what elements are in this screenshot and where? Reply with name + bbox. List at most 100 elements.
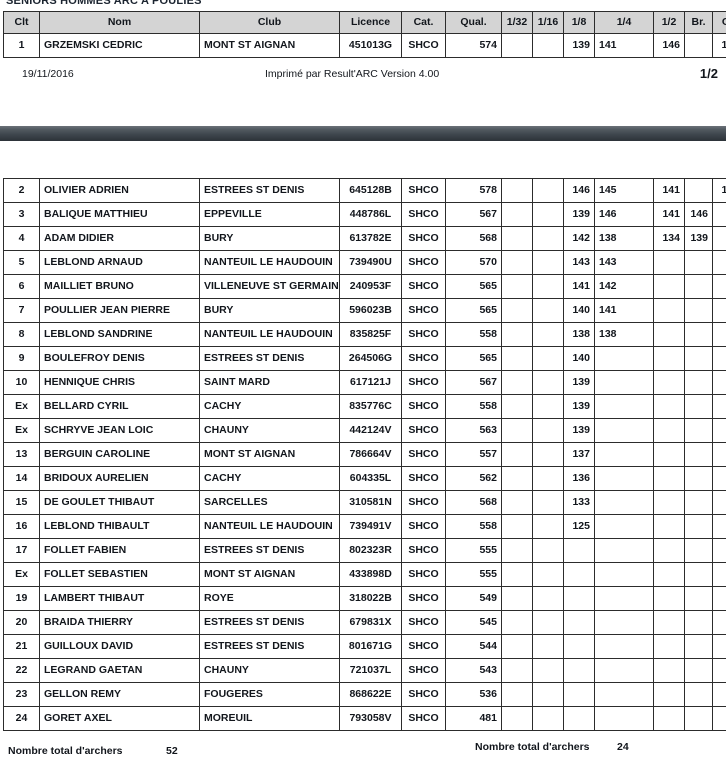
table-row[interactable]: 20 BRAIDA THIERRY ESTREES ST DENIS 679831X S…: [3, 610, 726, 635]
cell-r4: [594, 610, 654, 635]
table-row[interactable]: 16 LEBLOND THIBAULT NANTEUIL LE HAUDOUIN 73…: [3, 514, 726, 539]
cell-cat: SHCO: [401, 490, 446, 515]
cell-r2: 146: [653, 33, 685, 58]
cell-lic: 802323R: [339, 538, 402, 563]
cell-br: [684, 178, 713, 203]
cell-qual: 558: [445, 514, 502, 539]
column-header-r32[interactable]: 1/32: [501, 11, 533, 34]
cell-r16: [532, 610, 564, 635]
table-row[interactable]: Ex BELLARD CYRIL CACHY 835776C SHCO 558 139: [3, 394, 726, 419]
table-row[interactable]: 10 HENNIQUE CHRIS SAINT MARD 617121J SHCO 567…: [3, 370, 726, 395]
cell-br: [684, 370, 713, 395]
column-header-r2[interactable]: 1/2: [653, 11, 685, 34]
cell-r16: [532, 562, 564, 587]
cell-r32: [501, 33, 533, 58]
category-total: Nombre total d'archers 24: [3, 741, 723, 765]
results-table-page-2: 2 OLIVIER ADRIEN ESTREES ST DENIS 645128B SH…: [3, 178, 726, 731]
cell-r8: [563, 706, 595, 731]
page-1-footer: 19/11/2016 Imprimé par Result'ARC Versio…: [3, 66, 723, 98]
cell-or: [712, 370, 726, 395]
cell-r4: [594, 490, 654, 515]
column-header-or[interactable]: Or: [712, 11, 726, 34]
cell-nom: FOLLET FABIEN: [39, 538, 200, 563]
cell-nom: BALIQUE MATTHIEU: [39, 202, 200, 227]
cell-or: [712, 322, 726, 347]
cell-r16: [532, 658, 564, 683]
cell-r16: [532, 33, 564, 58]
table-row[interactable]: Ex SCHRYVE JEAN LOIC CHAUNY 442124V SHCO 563 1…: [3, 418, 726, 443]
cell-cat: SHCO: [401, 394, 446, 419]
column-header-clt[interactable]: Clt: [3, 11, 40, 34]
cell-r4: [594, 634, 654, 659]
column-header-club[interactable]: Club: [199, 11, 340, 34]
cell-br: [684, 562, 713, 587]
table-row[interactable]: 23 GELLON REMY FOUGERES 868622E SHCO 536: [3, 682, 726, 707]
cell-qual: 545: [445, 610, 502, 635]
cell-cat: SHCO: [401, 33, 446, 58]
cell-r32: [501, 226, 533, 251]
cell-r32: [501, 418, 533, 443]
cell-club: BURY: [199, 226, 340, 251]
cell-lic: 793058V: [339, 706, 402, 731]
cell-r16: [532, 586, 564, 611]
table-row[interactable]: 24 GORET AXEL MOREUIL 793058V SHCO 481: [3, 706, 726, 731]
table-row[interactable]: 4 ADAM DIDIER BURY 613782E SHCO 568 142 138 134 1…: [3, 226, 726, 251]
cell-r8: 136: [563, 466, 595, 491]
column-header-br[interactable]: Br.: [684, 11, 713, 34]
cell-cat: SHCO: [401, 442, 446, 467]
cell-r2: [653, 562, 685, 587]
table-row[interactable]: 15 DE GOULET THIBAUT SARCELLES 310581N SHCO 5…: [3, 490, 726, 515]
table-row[interactable]: 14 BRIDOUX AURELIEN CACHY 604335L SHCO 562 136: [3, 466, 726, 491]
cell-clt: 23: [3, 682, 40, 707]
cell-nom: ADAM DIDIER: [39, 226, 200, 251]
table-row[interactable]: 22 LEGRAND GAETAN CHAUNY 721037L SHCO 543: [3, 658, 726, 683]
table-row[interactable]: 17 FOLLET FABIEN ESTREES ST DENIS 802323R SH…: [3, 538, 726, 563]
table-row[interactable]: 1 GRZEMSKI CEDRIC MONT ST AIGNAN 451013G SHC…: [3, 33, 726, 58]
table-row[interactable]: 19 LAMBERT THIBAUT ROYE 318022B SHCO 549: [3, 586, 726, 611]
table-row[interactable]: 8 LEBLOND SANDRINE NANTEUIL LE HAUDOUIN 835…: [3, 322, 726, 347]
cell-r16: [532, 178, 564, 203]
cell-cat: SHCO: [401, 658, 446, 683]
cell-r16: [532, 538, 564, 563]
cell-or: [712, 586, 726, 611]
cell-club: MONT ST AIGNAN: [199, 442, 340, 467]
column-header-r16[interactable]: 1/16: [532, 11, 564, 34]
table-row[interactable]: 6 MAILLIET BRUNO VILLENEUVE ST GERMAIN 2409…: [3, 274, 726, 299]
table-row[interactable]: 5 LEBLOND ARNAUD NANTEUIL LE HAUDOUIN 73949…: [3, 250, 726, 275]
cell-lic: 801671G: [339, 634, 402, 659]
cell-club: ESTREES ST DENIS: [199, 538, 340, 563]
cell-clt: 3: [3, 202, 40, 227]
table-row[interactable]: Ex FOLLET SEBASTIEN MONT ST AIGNAN 433898D S…: [3, 562, 726, 587]
cell-r2: [653, 322, 685, 347]
cell-r4: 141: [594, 298, 654, 323]
cell-br: [684, 466, 713, 491]
cell-r16: [532, 634, 564, 659]
cell-nom: GRZEMSKI CEDRIC: [39, 33, 200, 58]
cell-lic: 264506G: [339, 346, 402, 371]
cell-or: [712, 274, 726, 299]
column-header-nom[interactable]: Nom: [39, 11, 200, 34]
cell-clt: Ex: [3, 394, 40, 419]
table-row[interactable]: 21 GUILLOUX DAVID ESTREES ST DENIS 801671G S…: [3, 634, 726, 659]
cell-r16: [532, 202, 564, 227]
cell-r16: [532, 514, 564, 539]
column-header-r8[interactable]: 1/8: [563, 11, 595, 34]
cell-cat: SHCO: [401, 586, 446, 611]
table-row[interactable]: 2 OLIVIER ADRIEN ESTREES ST DENIS 645128B SH…: [3, 178, 726, 203]
cell-r8: [563, 658, 595, 683]
column-header-lic[interactable]: Licence: [339, 11, 402, 34]
table-row[interactable]: 9 BOULEFROY DENIS ESTREES ST DENIS 264506G S…: [3, 346, 726, 371]
cell-cat: SHCO: [401, 298, 446, 323]
cell-lic: 645128B: [339, 178, 402, 203]
column-header-cat[interactable]: Cat.: [401, 11, 446, 34]
table-row[interactable]: 3 BALIQUE MATTHIEU EPPEVILLE 448786L SHCO 567…: [3, 202, 726, 227]
column-header-qual[interactable]: Qual.: [445, 11, 502, 34]
cell-r2: [653, 370, 685, 395]
table-row[interactable]: 13 BERGUIN CAROLINE MONT ST AIGNAN 786664V S…: [3, 442, 726, 467]
cell-lic: 596023B: [339, 298, 402, 323]
cell-qual: 558: [445, 394, 502, 419]
table-row[interactable]: 7 POULLIER JEAN PIERRE BURY 596023B SHCO 565 1…: [3, 298, 726, 323]
cell-r16: [532, 466, 564, 491]
column-header-r4[interactable]: 1/4: [594, 11, 654, 34]
cell-br: [684, 346, 713, 371]
